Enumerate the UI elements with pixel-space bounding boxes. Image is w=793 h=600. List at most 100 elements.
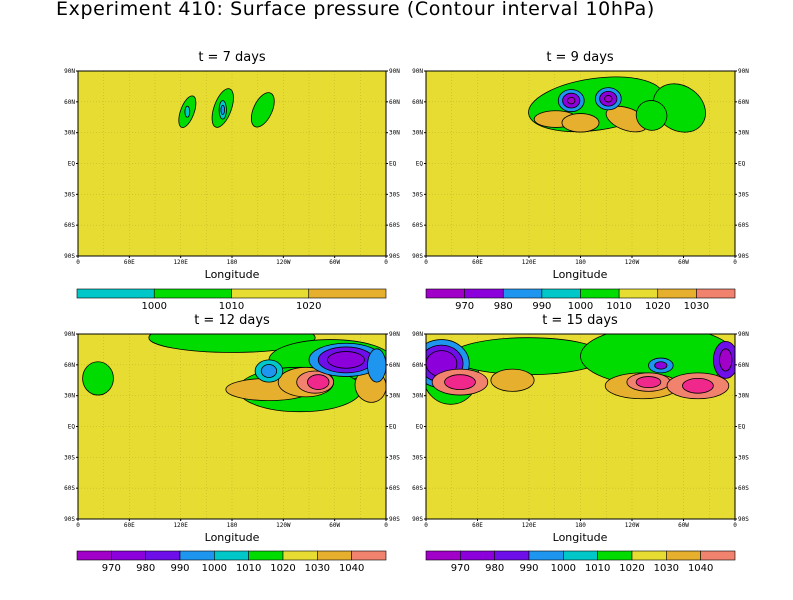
colorbar-swatch	[597, 550, 633, 561]
contour-region-c950	[567, 96, 576, 105]
colorbar-swatch	[425, 550, 461, 561]
colorbar-swatch	[282, 550, 318, 561]
colorbar-label: 1010	[236, 563, 261, 574]
panel-3: 0 60E 120E 180 120W 60W 0 90N 60N 30N EQ 30S 60S 90S 9…	[412, 331, 749, 574]
colorbar-label: 1010	[219, 301, 244, 312]
y-tick-label-right: EQ	[389, 161, 397, 168]
y-tick-label-right: 60S	[738, 222, 749, 229]
y-tick-label-left: 30S	[412, 191, 423, 198]
y-tick-label-right: 30S	[389, 454, 400, 461]
colorbar-swatch	[464, 288, 504, 299]
colorbar-swatch	[248, 550, 284, 561]
x-tick-label: 120E	[522, 522, 537, 529]
y-tick-label-left: EQ	[68, 424, 76, 431]
x-tick-label: 60E	[124, 522, 135, 529]
y-tick-label-right: EQ	[389, 424, 397, 431]
x-tick-label: 60W	[678, 259, 689, 266]
colorbar-swatch	[231, 288, 310, 299]
x-tick-label: 120E	[173, 522, 188, 529]
x-tick-label: 60E	[472, 522, 483, 529]
x-axis-label-t12: Longitude	[204, 531, 260, 544]
y-tick-label-right: 60S	[389, 485, 400, 492]
y-tick-label-right: 60N	[738, 99, 749, 106]
y-tick-label-right: 90N	[389, 331, 400, 338]
contour-region-c1040	[444, 374, 476, 390]
colorbar-swatch	[502, 288, 543, 299]
contour-region-c1020	[561, 113, 600, 133]
y-tick-label-left: 30N	[412, 130, 423, 137]
x-axis-label-t9: Longitude	[552, 268, 608, 281]
y-tick-label-left: 90S	[412, 516, 423, 523]
y-tick-label-left: EQ	[68, 161, 76, 168]
colorbar-label: 1000	[142, 301, 167, 312]
colorbar-swatch	[179, 550, 215, 561]
contour-regions	[528, 76, 706, 133]
colorbar-swatch	[580, 288, 620, 299]
colorbar-swatch	[700, 550, 736, 561]
contour-region-c1020	[490, 368, 535, 392]
colorbar-label: 1040	[688, 563, 713, 574]
colorbar-label: 1030	[684, 301, 709, 312]
x-axis-label-t15: Longitude	[552, 531, 608, 544]
colorbar-label: 1020	[270, 563, 295, 574]
colorbar-swatch	[308, 288, 387, 299]
contour-region-c1040	[682, 377, 714, 394]
colorbar: 970 980 990 1000 1010 1020 1030 1040	[76, 550, 387, 574]
y-tick-label-right: 30N	[389, 130, 400, 137]
colorbar-swatch	[317, 550, 352, 561]
x-tick-label: 120E	[173, 259, 188, 266]
y-tick-label-right: EQ	[738, 424, 746, 431]
x-tick-label: 60E	[124, 259, 135, 266]
x-tick-label: 60W	[329, 522, 340, 529]
colorbar-label: 1010	[585, 563, 610, 574]
panel-title-t12: t = 12 days	[194, 313, 270, 328]
x-tick-label: 0	[733, 522, 737, 529]
x-tick-label: 120W	[625, 522, 640, 529]
panel-2: 0 60E 120E 180 120W 60W 0 90N 60N 30N EQ 30S 60S 90S 9…	[64, 331, 400, 574]
colorbar-swatch	[666, 550, 701, 561]
y-tick-label-right: 90S	[738, 253, 749, 260]
colorbar-label: 970	[455, 301, 474, 312]
colorbar: 970 980 990 1000 1010 1020 1030 1040	[425, 550, 736, 574]
contour-region-c950	[604, 95, 613, 103]
colorbar-label: 990	[170, 563, 189, 574]
contour-region-c990	[184, 105, 191, 118]
contour-region-c980	[260, 364, 278, 378]
colorbar-label: 1030	[654, 563, 679, 574]
colorbar-swatch	[425, 288, 465, 299]
colorbar-label: 990	[532, 301, 551, 312]
x-tick-label: 0	[384, 522, 388, 529]
x-tick-label: 180	[227, 522, 238, 529]
colorbar-swatch	[631, 550, 667, 561]
y-tick-label-right: 30S	[738, 454, 749, 461]
colorbar-label: 1020	[645, 301, 670, 312]
x-tick-label: 120W	[625, 259, 640, 266]
colorbar-swatch	[153, 288, 232, 299]
contour-regions	[178, 88, 275, 128]
y-tick-label-left: 30N	[64, 130, 75, 137]
panel-0: 0 60E 120E 180 120W 60W 0 90N 60N 30N EQ 30S 60S 90S 9…	[64, 68, 400, 312]
colorbar-label: 1000	[202, 563, 227, 574]
y-tick-label-left: 30S	[64, 191, 75, 198]
colorbar-label: 980	[485, 563, 504, 574]
colorbar-swatch	[563, 550, 598, 561]
contour-region-c1000	[82, 361, 114, 396]
x-tick-label: 60W	[329, 259, 340, 266]
contour-regions	[82, 334, 386, 413]
y-tick-label-left: 30S	[64, 454, 75, 461]
y-tick-label-left: 30N	[412, 393, 423, 400]
x-tick-label: 0	[733, 259, 737, 266]
colorbar-swatch	[541, 288, 581, 299]
y-tick-label-left: 90N	[412, 68, 423, 75]
x-tick-label: 0	[384, 259, 388, 266]
x-tick-label: 180	[227, 259, 238, 266]
colorbar-label: 1040	[339, 563, 364, 574]
x-axis-label-t7: Longitude	[204, 268, 260, 281]
y-tick-label-left: 90N	[64, 68, 75, 75]
y-tick-label-right: 60N	[389, 362, 400, 369]
y-tick-label-right: 30N	[389, 393, 400, 400]
colorbar-label: 980	[136, 563, 155, 574]
colorbar-swatch	[76, 288, 155, 299]
colorbar-label: 1010	[606, 301, 631, 312]
contour-regions	[426, 334, 735, 405]
